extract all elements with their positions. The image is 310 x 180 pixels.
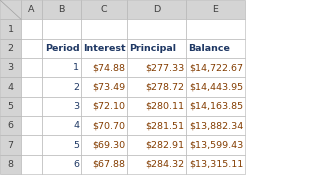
Text: B: B bbox=[59, 5, 65, 14]
Bar bbox=[186, 19, 245, 39]
Bar bbox=[186, 97, 245, 116]
Bar bbox=[81, 155, 127, 174]
Text: D: D bbox=[153, 5, 160, 14]
Text: $280.11: $280.11 bbox=[145, 102, 184, 111]
Bar bbox=[81, 116, 127, 135]
Bar bbox=[42, 39, 81, 58]
Bar bbox=[127, 116, 186, 135]
Text: $70.70: $70.70 bbox=[92, 121, 125, 130]
Text: 3: 3 bbox=[7, 63, 14, 72]
Text: 3: 3 bbox=[73, 102, 79, 111]
Text: $282.91: $282.91 bbox=[145, 141, 184, 150]
Text: $277.33: $277.33 bbox=[145, 63, 184, 72]
Bar bbox=[42, 97, 81, 116]
Text: 2: 2 bbox=[7, 44, 14, 53]
Bar bbox=[21, 39, 42, 58]
Bar bbox=[127, 19, 186, 39]
Text: $13,315.11: $13,315.11 bbox=[189, 160, 243, 169]
Bar bbox=[21, 116, 42, 135]
Bar bbox=[127, 39, 186, 58]
Bar bbox=[186, 0, 245, 19]
Text: $284.32: $284.32 bbox=[145, 160, 184, 169]
Bar bbox=[42, 135, 81, 155]
Bar bbox=[127, 58, 186, 77]
Text: 6: 6 bbox=[7, 121, 14, 130]
Bar bbox=[21, 0, 42, 19]
Bar bbox=[21, 135, 42, 155]
Bar bbox=[127, 77, 186, 97]
Bar bbox=[0, 97, 21, 116]
Text: $14,722.67: $14,722.67 bbox=[189, 63, 243, 72]
Bar bbox=[0, 155, 21, 174]
Bar bbox=[81, 58, 127, 77]
Bar bbox=[186, 135, 245, 155]
Bar bbox=[186, 39, 245, 58]
Text: A: A bbox=[29, 5, 35, 14]
Text: E: E bbox=[213, 5, 218, 14]
Bar bbox=[0, 135, 21, 155]
Text: Balance: Balance bbox=[188, 44, 230, 53]
Text: $281.51: $281.51 bbox=[145, 121, 184, 130]
Bar bbox=[21, 155, 42, 174]
Text: 2: 2 bbox=[73, 83, 79, 92]
Bar bbox=[0, 58, 21, 77]
Bar bbox=[42, 77, 81, 97]
Text: Period: Period bbox=[45, 44, 79, 53]
Text: 5: 5 bbox=[73, 141, 79, 150]
Text: 1: 1 bbox=[7, 24, 14, 33]
Text: 4: 4 bbox=[73, 121, 79, 130]
Text: $72.10: $72.10 bbox=[92, 102, 125, 111]
Bar bbox=[186, 116, 245, 135]
Bar bbox=[81, 97, 127, 116]
Bar bbox=[81, 135, 127, 155]
Bar bbox=[186, 77, 245, 97]
Text: 7: 7 bbox=[7, 141, 14, 150]
Bar bbox=[81, 39, 127, 58]
Text: $69.30: $69.30 bbox=[92, 141, 125, 150]
Text: Principal: Principal bbox=[129, 44, 176, 53]
Text: Interest: Interest bbox=[83, 44, 126, 53]
Bar bbox=[21, 58, 42, 77]
Bar bbox=[0, 19, 21, 39]
Bar bbox=[42, 116, 81, 135]
Text: 6: 6 bbox=[73, 160, 79, 169]
Bar bbox=[127, 97, 186, 116]
Text: 8: 8 bbox=[7, 160, 14, 169]
Bar bbox=[21, 97, 42, 116]
Bar bbox=[81, 77, 127, 97]
Text: $278.72: $278.72 bbox=[145, 83, 184, 92]
Text: 1: 1 bbox=[73, 63, 79, 72]
Text: $73.49: $73.49 bbox=[92, 83, 125, 92]
Text: $14,163.85: $14,163.85 bbox=[189, 102, 243, 111]
Text: C: C bbox=[101, 5, 108, 14]
Bar bbox=[127, 0, 186, 19]
Bar bbox=[21, 19, 42, 39]
Text: 4: 4 bbox=[7, 83, 14, 92]
Bar bbox=[21, 77, 42, 97]
Bar bbox=[186, 58, 245, 77]
Bar bbox=[81, 0, 127, 19]
Bar bbox=[0, 0, 21, 19]
Bar bbox=[0, 116, 21, 135]
Bar bbox=[42, 19, 81, 39]
Bar bbox=[42, 0, 81, 19]
Bar bbox=[0, 77, 21, 97]
Bar bbox=[0, 39, 21, 58]
Bar bbox=[81, 19, 127, 39]
Text: $74.88: $74.88 bbox=[92, 63, 125, 72]
Text: $13,882.34: $13,882.34 bbox=[189, 121, 243, 130]
Text: $67.88: $67.88 bbox=[92, 160, 125, 169]
Text: 5: 5 bbox=[7, 102, 14, 111]
Text: $14,443.95: $14,443.95 bbox=[189, 83, 243, 92]
Bar bbox=[127, 135, 186, 155]
Text: $13,599.43: $13,599.43 bbox=[189, 141, 243, 150]
Bar bbox=[42, 58, 81, 77]
Bar bbox=[127, 155, 186, 174]
Bar bbox=[186, 155, 245, 174]
Bar bbox=[42, 155, 81, 174]
